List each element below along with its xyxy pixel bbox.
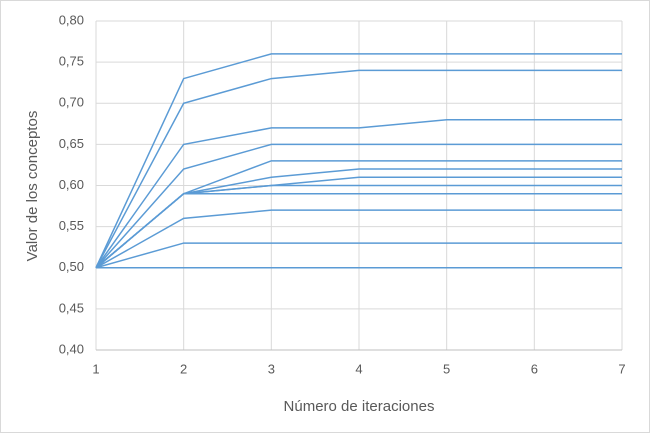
series-line (95, 209, 622, 269)
x-tick-label: 6 (531, 361, 538, 376)
y-tick-label: 0,40 (59, 341, 84, 356)
x-axis-title: Número de iteraciones (284, 398, 435, 415)
series-line (95, 143, 622, 269)
x-tick-label: 1 (92, 361, 99, 376)
x-tick-label: 5 (443, 361, 450, 376)
series-line (95, 242, 622, 269)
x-tick-label: 2 (180, 361, 187, 376)
series-line (95, 118, 622, 269)
y-tick-label: 0,45 (59, 300, 84, 315)
y-tick-label: 0,60 (59, 177, 84, 192)
x-tick-label: 7 (618, 361, 625, 376)
y-tick-label: 0,70 (59, 95, 84, 110)
x-tick-label: 3 (268, 361, 275, 376)
y-tick-label: 0,55 (59, 218, 84, 233)
y-tick-label: 0,50 (59, 259, 84, 274)
series-line (95, 69, 622, 269)
y-tick-label: 0,75 (59, 54, 84, 69)
y-tick-label: 0,80 (59, 12, 84, 27)
series-line (95, 53, 622, 269)
y-tick-label: 0,65 (59, 136, 84, 151)
y-axis-title: Valor de los conceptos (24, 111, 41, 262)
x-tick-label: 4 (355, 361, 362, 376)
series-line (95, 192, 622, 269)
